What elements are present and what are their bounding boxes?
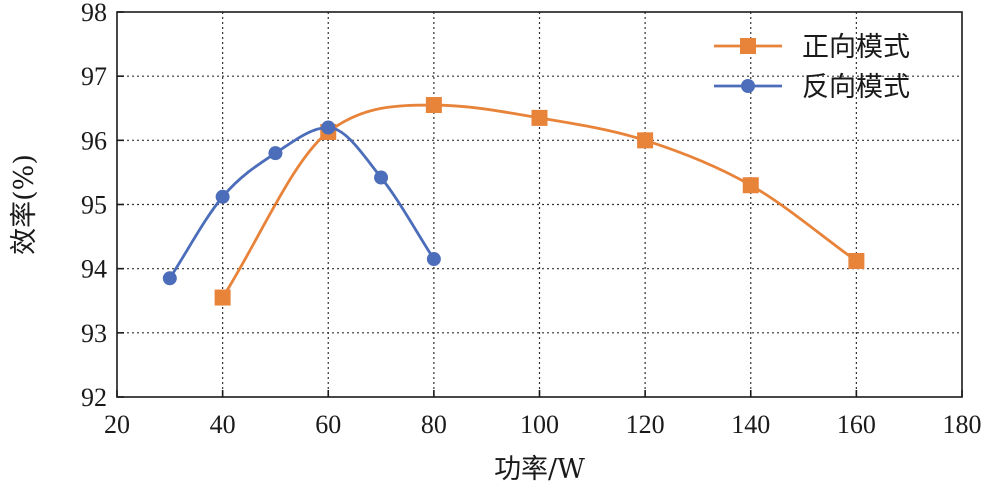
legend-marker [740, 38, 756, 54]
x-tick-label: 60 [315, 410, 341, 439]
y-tick-label: 94 [81, 255, 107, 284]
y-tick-label: 96 [81, 126, 107, 155]
axes: 20 40 60 80 100 120 140 160 180 92 93 94 95 96 97 98 [81, 0, 982, 439]
data-point [321, 120, 336, 135]
legend-item: 正向模式 [714, 32, 910, 63]
y-tick-label: 98 [81, 0, 107, 27]
x-tick-label: 100 [520, 410, 559, 439]
y-tick-label: 92 [81, 383, 107, 412]
x-tick-label: 40 [210, 410, 236, 439]
x-tick-label: 180 [943, 410, 982, 439]
y-tick-label: 97 [81, 62, 107, 91]
legend-item: 反向模式 [714, 72, 910, 103]
data-point [214, 289, 231, 306]
series-line [168, 126, 436, 280]
series-layer [162, 97, 865, 306]
data-point [426, 252, 441, 267]
data-point [374, 170, 389, 185]
x-tick-label: 160 [837, 410, 876, 439]
y-axis-title: 效率(%) [9, 154, 40, 255]
data-point [268, 146, 283, 161]
data-point [531, 109, 548, 126]
data-point [637, 132, 654, 149]
data-point [848, 252, 865, 269]
x-tick-label: 80 [421, 410, 447, 439]
x-axis-title: 功率/W [494, 454, 585, 485]
x-tick-label: 20 [104, 410, 130, 439]
data-point [425, 97, 442, 114]
data-point [162, 271, 177, 286]
data-point [215, 189, 230, 204]
data-point [742, 177, 759, 194]
legend-label: 正向模式 [802, 32, 910, 63]
x-tick-label: 120 [626, 410, 665, 439]
y-tick-label: 93 [81, 319, 107, 348]
legend-marker [741, 79, 755, 93]
x-tick-label: 140 [731, 410, 770, 439]
y-tick-label: 95 [81, 191, 107, 220]
series-2 [162, 120, 441, 286]
legend-label: 反向模式 [802, 72, 910, 103]
grid [117, 12, 962, 397]
